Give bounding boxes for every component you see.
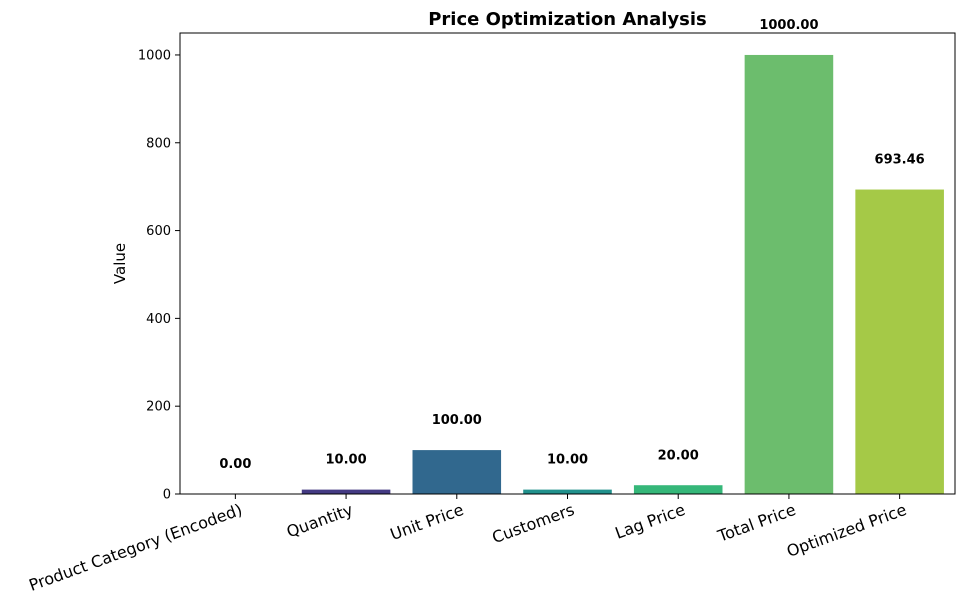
y-tick-label: 600: [146, 224, 171, 239]
plot-frame: [179, 32, 956, 495]
x-tick-label: Lag Price: [612, 500, 687, 543]
data-label: 10.00: [326, 453, 367, 468]
x-tick-label: Product Category (Encoded): [26, 500, 244, 595]
data-label: 0.00: [219, 457, 251, 472]
y-axis: 0 200 400 600 800 1000: [138, 48, 180, 503]
y-tick-label: 200: [146, 400, 171, 415]
data-label: 100.00: [432, 413, 482, 428]
x-tick-label: Total Price: [714, 500, 798, 546]
data-label: 20.00: [658, 448, 699, 463]
y-axis-label: Value: [111, 243, 129, 284]
y-tick-label: 0: [163, 488, 171, 503]
data-label: 693.46: [875, 153, 925, 168]
chart-title: Price Optimization Analysis: [428, 9, 707, 30]
x-tick-label: Unit Price: [388, 500, 467, 544]
x-tick-label: Optimized Price: [784, 500, 909, 561]
x-axis: Product Category (Encoded) Quantity Unit P…: [26, 494, 909, 595]
bar: [633, 485, 723, 494]
bar: [744, 54, 834, 494]
bars-group: [301, 54, 944, 495]
data-labels-group: 0.00 10.00 100.00 10.00 20.00 1000.00 693.46: [219, 18, 924, 472]
y-tick-label: 400: [146, 312, 171, 327]
bar: [301, 489, 391, 494]
bar: [412, 450, 502, 494]
x-tick-label: Quantity: [284, 500, 355, 542]
y-tick-label: 800: [146, 136, 171, 151]
bar: [855, 189, 944, 495]
data-label: 1000.00: [759, 18, 818, 33]
y-tick-label: 1000: [138, 48, 171, 63]
bar: [523, 489, 612, 494]
x-tick-label: Customers: [489, 500, 576, 547]
data-label: 10.00: [547, 453, 588, 468]
